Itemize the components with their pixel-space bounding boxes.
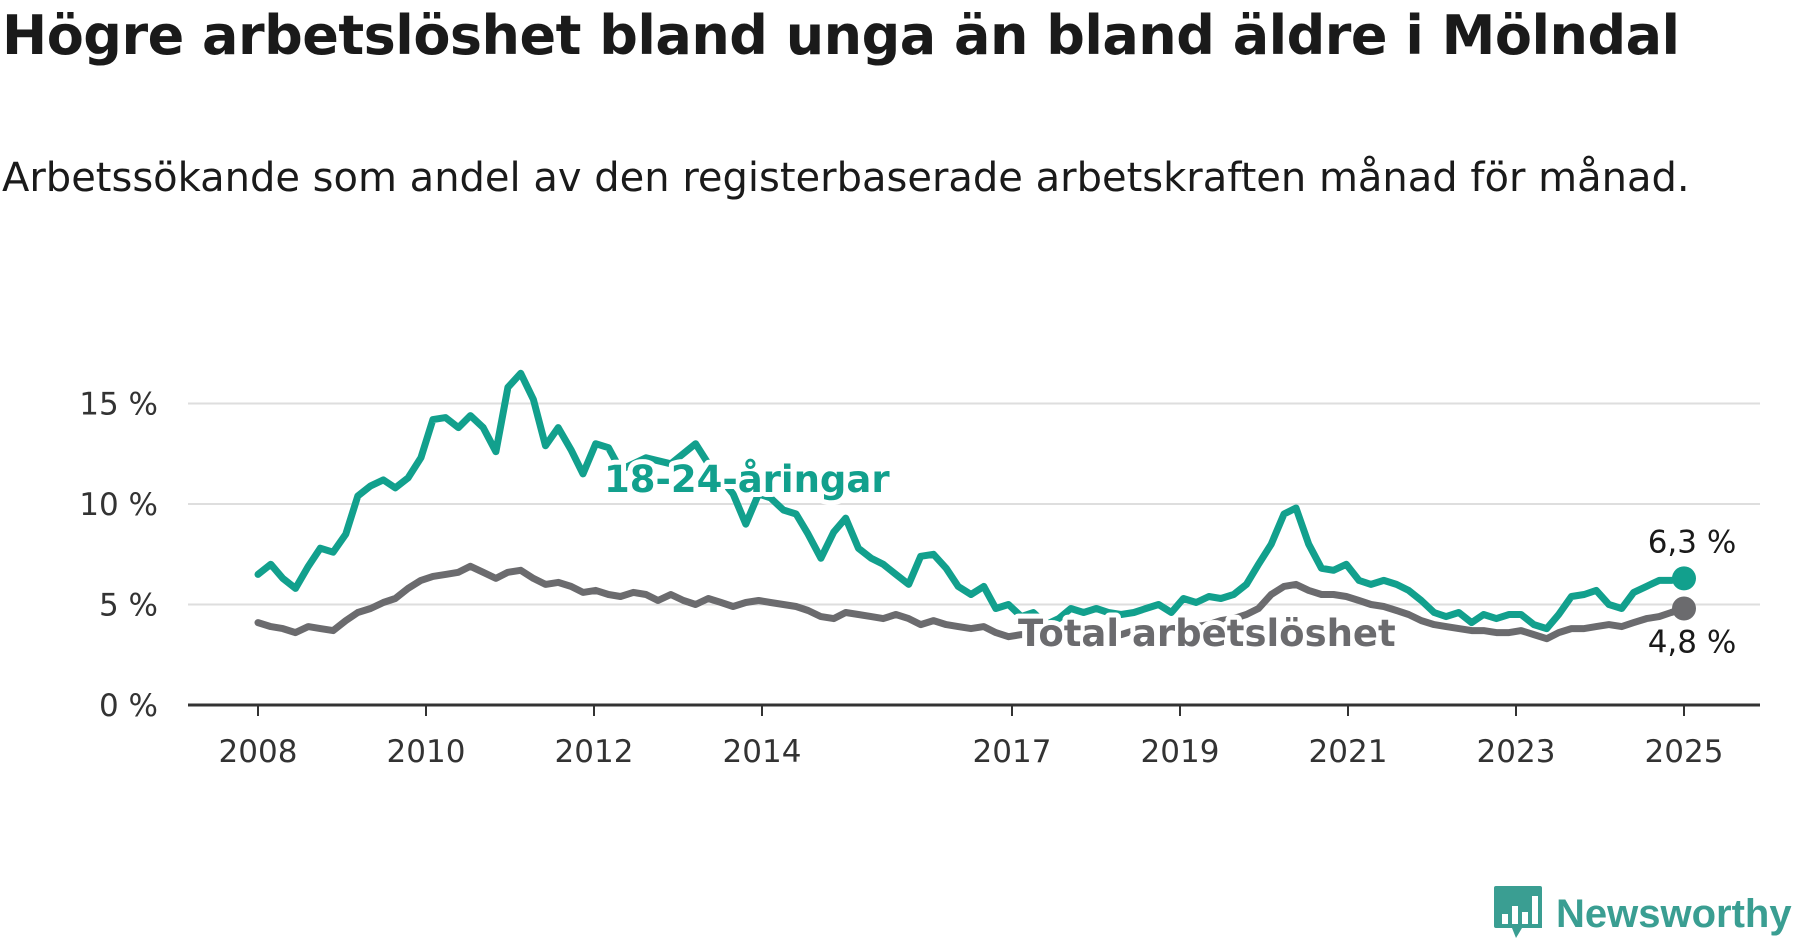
y-tick-label: 15 % <box>79 387 158 423</box>
series-end-label: 6,3 % <box>1648 524 1737 560</box>
brand-name: Newsworthy <box>1556 891 1792 936</box>
series-label: 18-24-åringar <box>604 458 890 501</box>
series-label: Total arbetslöshet <box>1018 612 1396 655</box>
newsworthy-logo-icon <box>1492 884 1544 944</box>
x-tick-label: 2025 <box>1645 734 1724 770</box>
x-tick-label: 2010 <box>387 734 466 770</box>
chart-title: Högre arbetslöshet bland unga än bland ä… <box>2 4 1680 67</box>
series-lines <box>254 369 1696 643</box>
x-tick-label: 2012 <box>555 734 634 770</box>
series-end-dot <box>1672 596 1696 621</box>
y-tick-label: 0 % <box>99 688 158 724</box>
y-tick-label: 5 % <box>99 588 158 624</box>
brand-logo: Newsworthy <box>1492 884 1792 944</box>
series-line <box>254 369 1688 633</box>
x-tick-label: 2019 <box>1141 734 1220 770</box>
x-axis: 2008 2010 2012 2014 2017 2019 2021 2023 2025 <box>188 703 1760 770</box>
chart-subtitle: Arbetssökande som andel av den registerb… <box>2 155 1690 201</box>
gridlines <box>188 402 1760 606</box>
series-end-dot <box>1672 566 1696 591</box>
series-labels: 18-24-åringar Total arbetslöshet 6,3 % 4,8 … <box>599 453 1737 661</box>
series-end-label: 4,8 % <box>1648 625 1737 661</box>
x-tick-label: 2014 <box>723 734 802 770</box>
series-line <box>254 562 1688 643</box>
x-tick-label: 2021 <box>1309 734 1388 770</box>
y-tick-label: 10 % <box>79 487 158 523</box>
x-tick-label: 2017 <box>973 734 1052 770</box>
x-tick-label: 2008 <box>219 734 298 770</box>
y-axis-tick-labels: 0 % 5 % 10 % 15 % <box>79 387 158 725</box>
x-tick-label: 2023 <box>1477 734 1556 770</box>
